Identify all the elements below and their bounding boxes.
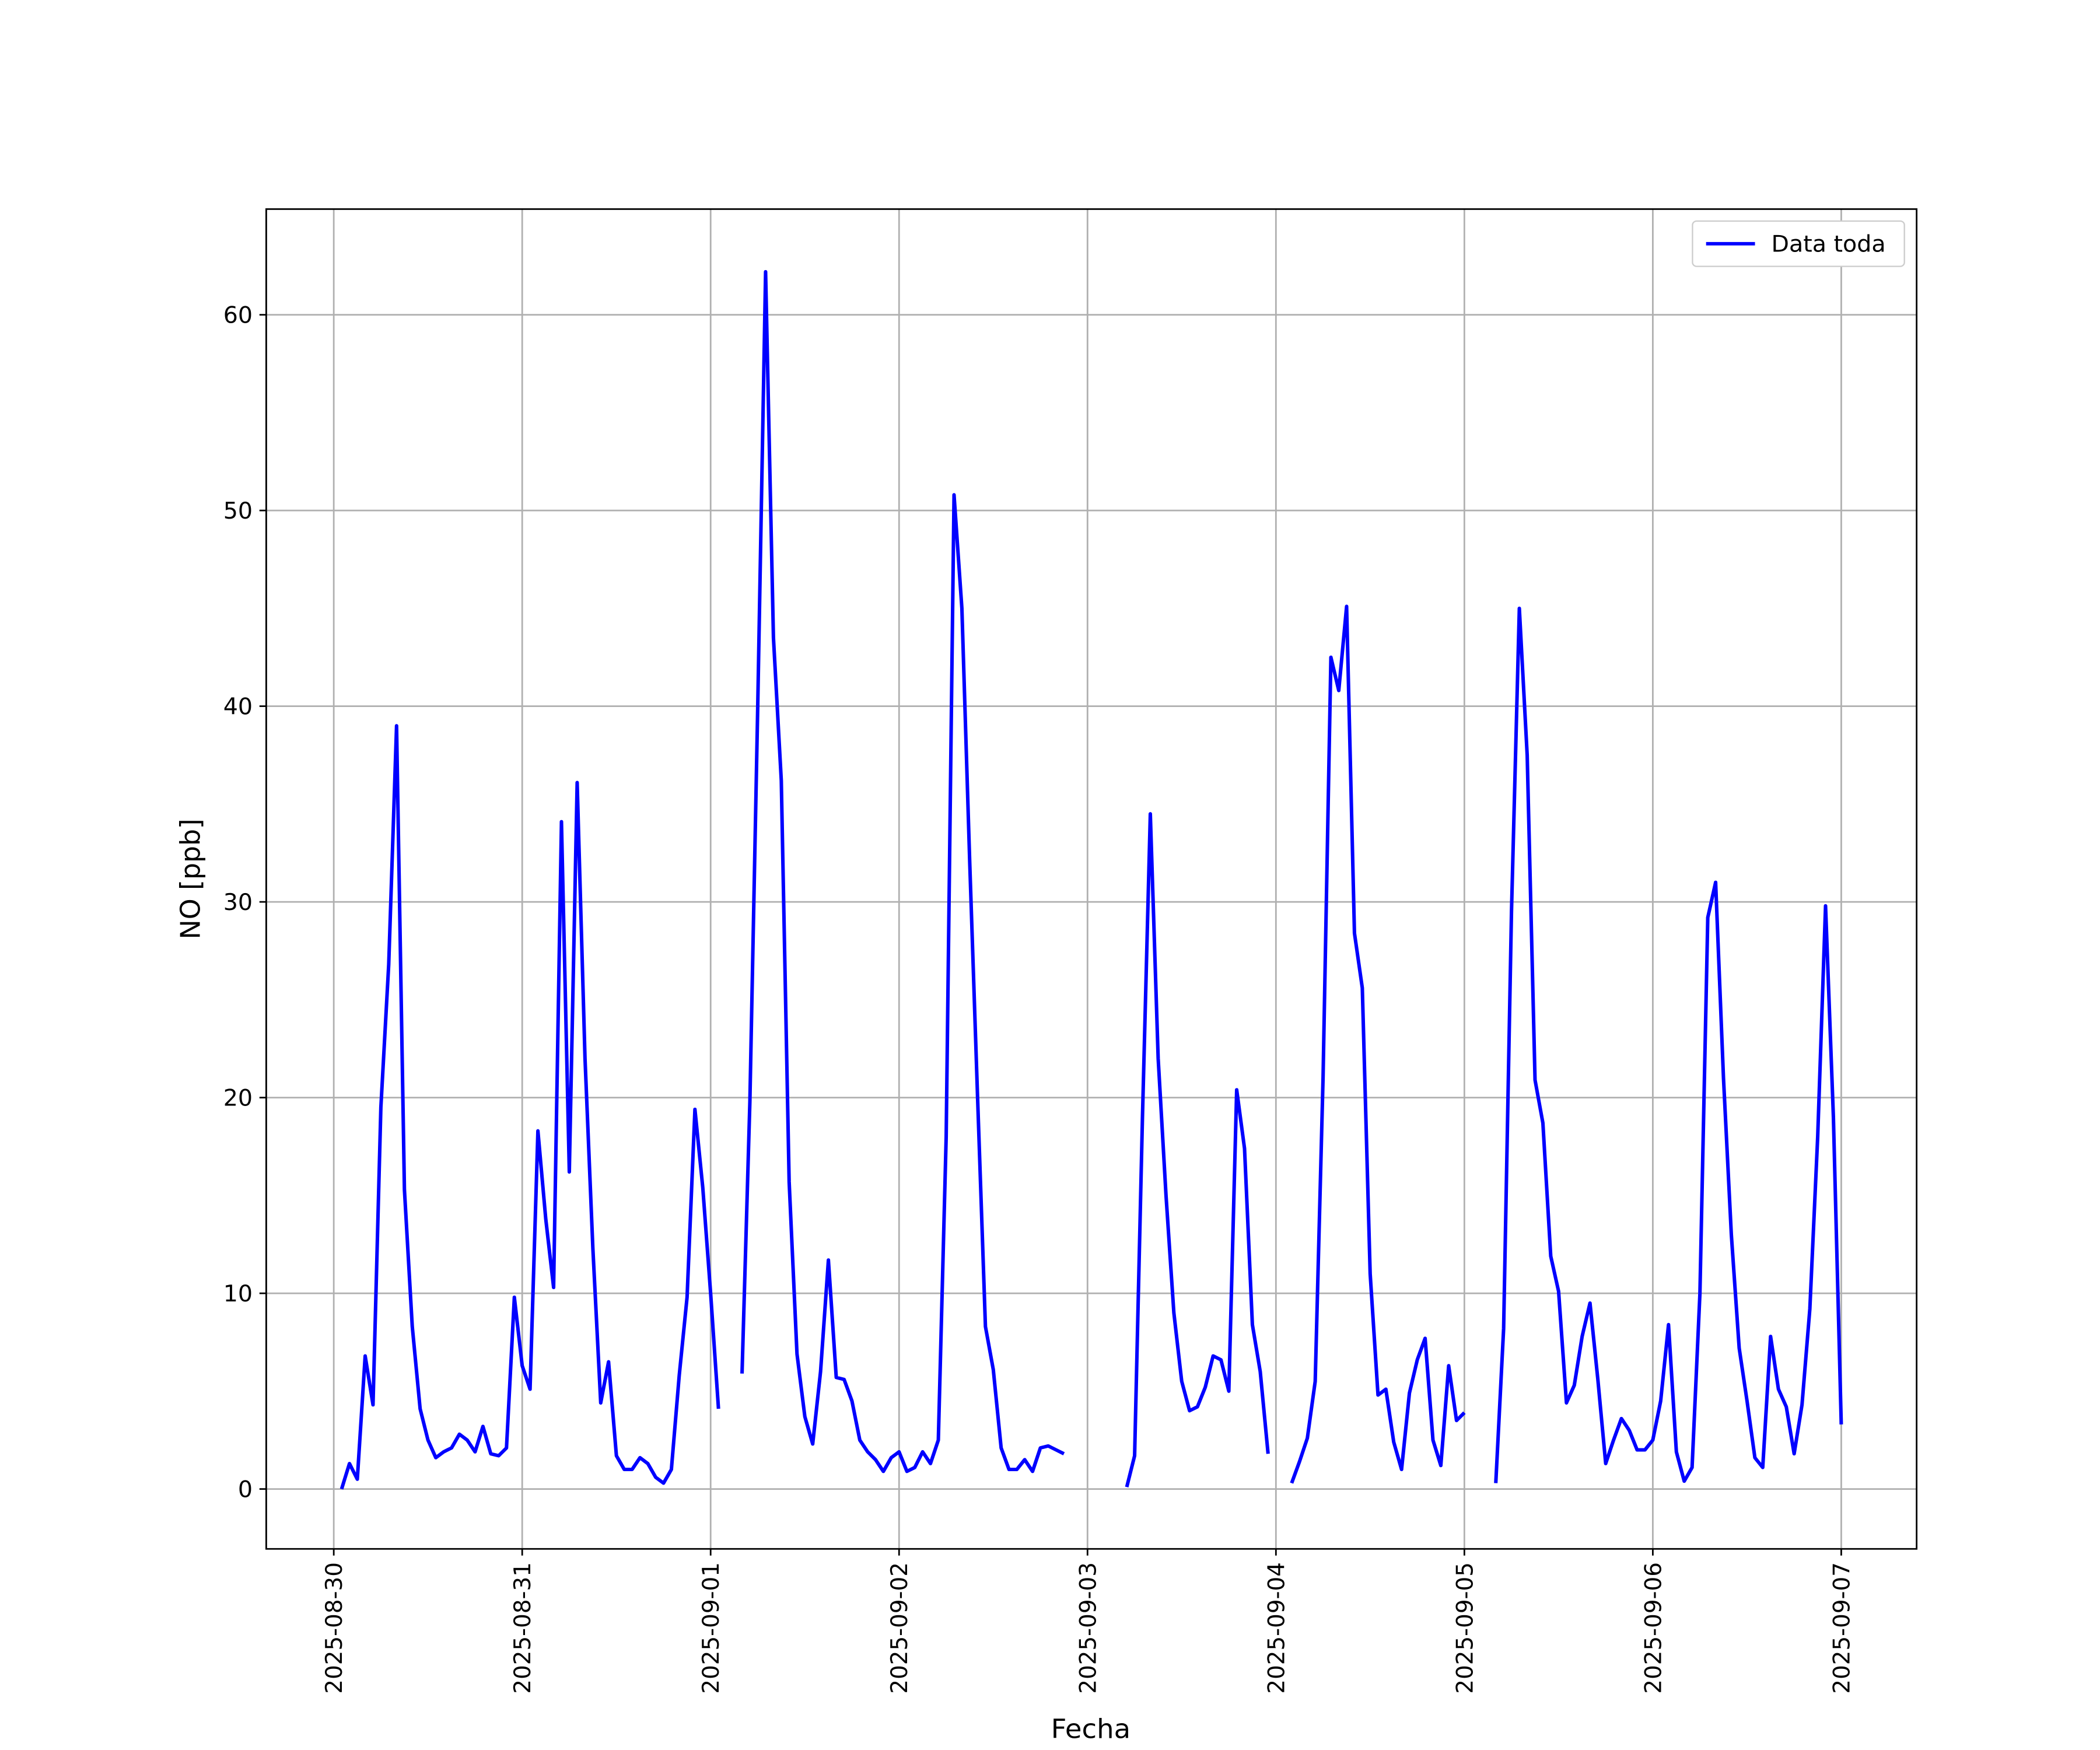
x-tick-label: 2025-09-06 [1640, 1562, 1667, 1693]
x-tick-label: 2025-08-31 [510, 1562, 536, 1693]
x-tick-label: 2025-09-04 [1264, 1562, 1290, 1693]
legend-box [1692, 220, 1905, 267]
legend-label: Data toda [1771, 232, 1885, 258]
x-tick-label: 2025-09-07 [1829, 1562, 1855, 1693]
data-line [340, 270, 1843, 1490]
y-tick-label: 40 [223, 694, 253, 720]
plot-area [266, 209, 1917, 1549]
x-tick-label: 2025-09-05 [1452, 1562, 1478, 1693]
y-tick-label: 30 [223, 890, 253, 916]
axes-frame [265, 208, 1918, 1550]
y-tick-label: 10 [223, 1281, 253, 1307]
y-tick-label: 50 [223, 498, 253, 524]
x-tick-label: 2025-08-30 [321, 1562, 348, 1693]
y-axis-label: NO [ppb] [174, 818, 206, 939]
x-tick-label: 2025-09-03 [1075, 1562, 1101, 1693]
x-axis-label: Fecha [1051, 1713, 1131, 1744]
y-tick-label: 20 [223, 1086, 253, 1112]
y-tick-label: 0 [238, 1477, 253, 1503]
x-tick-label: 2025-09-01 [698, 1562, 724, 1693]
x-tick-label: 2025-09-02 [887, 1562, 913, 1693]
y-tick-label: 60 [223, 303, 253, 329]
